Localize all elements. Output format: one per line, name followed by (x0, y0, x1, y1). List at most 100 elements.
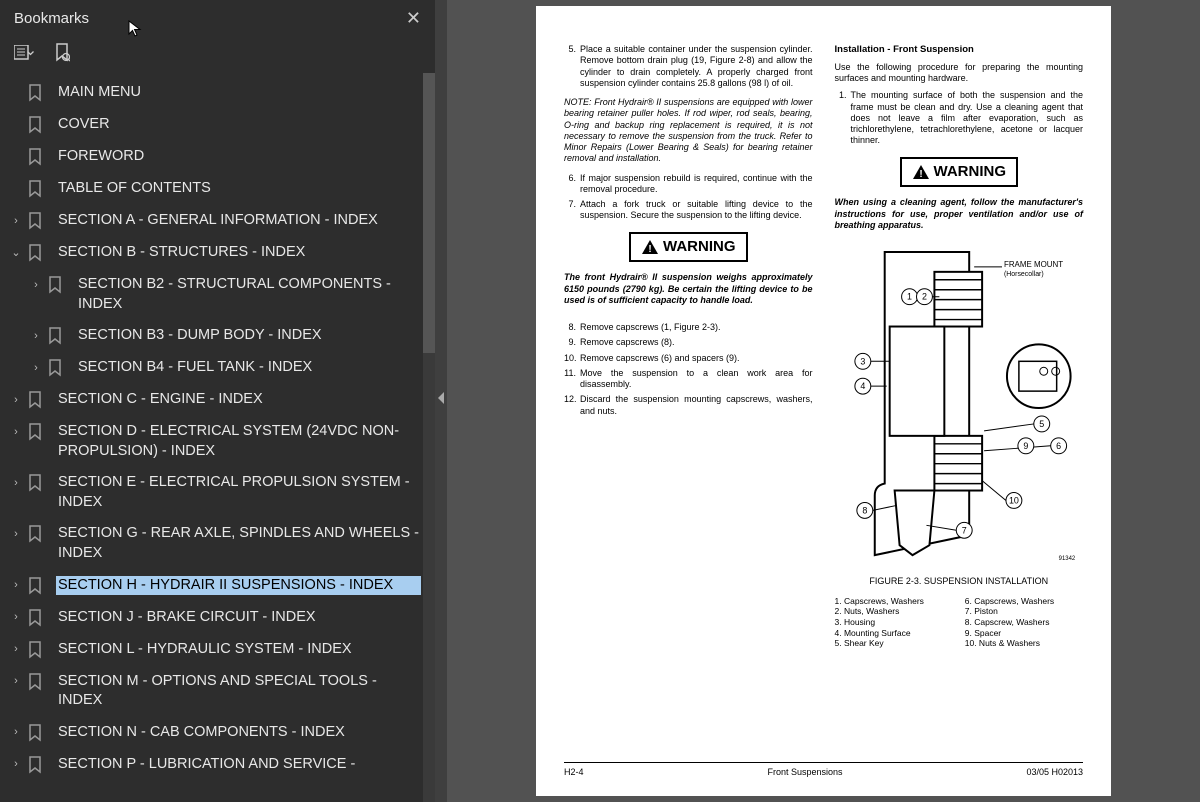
close-icon[interactable]: ✕ (406, 8, 421, 29)
bookmark-icon (28, 673, 46, 691)
bookmark-ribbon-icon[interactable] (52, 43, 72, 63)
bookmark-icon (28, 423, 46, 441)
bookmark-icon (28, 180, 46, 198)
bookmark-item[interactable]: › SECTION N - CAB COMPONENTS - INDEX (0, 717, 435, 749)
bookmark-item[interactable]: ⌄SECTION B - STRUCTURES - INDEX (0, 237, 435, 269)
scrollbar-thumb[interactable] (423, 73, 435, 353)
footer-center: Front Suspensions (767, 767, 842, 778)
bookmark-item[interactable]: COVER (0, 109, 435, 141)
step-8: Remove capscrews (1, Figure 2-3). (580, 322, 721, 333)
bookmark-label: SECTION B2 - STRUCTURAL COMPONENTS - IND… (76, 275, 421, 314)
svg-text:91342: 91342 (1058, 556, 1075, 562)
bookmark-label: FOREWORD (56, 147, 421, 167)
svg-text:6: 6 (1056, 441, 1061, 451)
footer-left: H2-4 (564, 767, 584, 778)
chevron-right-icon[interactable]: › (8, 723, 24, 743)
bookmark-icon (48, 327, 66, 345)
bookmark-label: SECTION M - OPTIONS AND SPECIAL TOOLS - … (56, 672, 421, 711)
svg-text:10: 10 (1008, 496, 1018, 506)
frame-mount-label: FRAME MOUNT (1003, 260, 1062, 269)
bookmark-icon (28, 212, 46, 230)
svg-text:4: 4 (860, 381, 865, 391)
bookmark-icon (48, 359, 66, 377)
bookmark-icon (28, 116, 46, 134)
chevron-right-icon[interactable]: › (8, 576, 24, 596)
svg-text:9: 9 (1023, 441, 1028, 451)
bookmark-item[interactable]: ›SECTION L - HYDRAULIC SYSTEM - INDEX (0, 634, 435, 666)
scrollbar-track[interactable] (423, 73, 435, 802)
bookmark-item[interactable]: ›SECTION G - REAR AXLE, SPINDLES AND WHE… (0, 518, 435, 569)
bookmark-item[interactable]: › SECTION J - BRAKE CIRCUIT - INDEX (0, 602, 435, 634)
sidebar-toolbar (0, 37, 435, 73)
svg-text:3: 3 (860, 356, 865, 366)
sidebar-collapse-handle[interactable] (435, 0, 447, 802)
bookmark-label: SECTION J - BRAKE CIRCUIT - INDEX (56, 608, 421, 628)
figure-2-3: 1 2 3 4 5 6 7 8 9 10 FRAME MOUNT (Horse (835, 247, 1084, 565)
bookmark-label: SECTION A - GENERAL INFORMATION - INDEX (56, 211, 421, 231)
svg-text:(Horsecollar): (Horsecollar) (1003, 271, 1043, 278)
chevron-right-icon[interactable]: › (28, 275, 44, 295)
bookmark-icon (28, 724, 46, 742)
bookmark-label: SECTION H - HYDRAIR II SUSPENSIONS - IND… (56, 576, 421, 596)
document-page: 5.Place a suitable container under the s… (536, 6, 1111, 796)
chevron-right-icon[interactable]: › (8, 608, 24, 628)
bookmark-item[interactable]: › SECTION B3 - DUMP BODY - INDEX (0, 320, 435, 352)
bookmark-item[interactable]: MAIN MENU (0, 77, 435, 109)
bookmarks-sidebar: Bookmarks ✕ MAIN MENU COVER FOREWORD TABLE … (0, 0, 435, 802)
chevron-right-icon[interactable]: › (8, 524, 24, 544)
chevron-right-icon (8, 115, 24, 135)
bookmark-item[interactable]: TABLE OF CONTENTS (0, 173, 435, 205)
sidebar-header: Bookmarks ✕ (0, 0, 435, 37)
bookmark-icon (28, 474, 46, 492)
bookmark-item[interactable]: › SECTION B4 - FUEL TANK - INDEX (0, 352, 435, 384)
chevron-right-icon[interactable]: › (8, 640, 24, 660)
chevron-right-icon (8, 147, 24, 167)
bookmark-icon (28, 244, 46, 262)
intro-text: Use the following procedure for preparin… (835, 62, 1084, 85)
chevron-right-icon[interactable]: › (28, 358, 44, 378)
step-11: Move the suspension to a clean work area… (580, 368, 813, 391)
bookmark-item[interactable]: › SECTION H - HYDRAIR II SUSPENSIONS - IN… (0, 570, 435, 602)
bookmark-icon (28, 577, 46, 595)
chevron-right-icon (8, 179, 24, 199)
bookmark-icon (28, 641, 46, 659)
bookmark-icon (28, 756, 46, 774)
bookmark-label: SECTION N - CAB COMPONENTS - INDEX (56, 723, 421, 743)
chevron-right-icon[interactable]: › (8, 390, 24, 410)
page-footer: H2-4 Front Suspensions 03/05 H02013 (564, 762, 1083, 778)
bookmark-icon (28, 609, 46, 627)
bookmark-list[interactable]: MAIN MENUCOVERFOREWORDTABLE OF CONTENTS›… (0, 73, 435, 802)
bookmark-item[interactable]: › SECTION M - OPTIONS AND SPECIAL TOOLS -… (0, 666, 435, 717)
options-icon[interactable] (14, 43, 34, 63)
chevron-down-icon[interactable]: ⌄ (8, 243, 24, 263)
document-viewport[interactable]: 5.Place a suitable container under the s… (447, 0, 1200, 802)
figure-legend: 1. Capscrews, Washers2. Nuts, Washers3. … (835, 596, 1084, 649)
chevron-right-icon[interactable]: › (28, 326, 44, 346)
chevron-right-icon[interactable]: › (8, 473, 24, 493)
bookmark-item[interactable]: ›SECTION D - ELECTRICAL SYSTEM (24VDC NO… (0, 416, 435, 467)
chevron-right-icon[interactable]: › (8, 211, 24, 231)
bookmark-label: SECTION E - ELECTRICAL PROPULSION SYSTEM… (56, 473, 421, 512)
bookmark-item[interactable]: › SECTION A - GENERAL INFORMATION - INDEX (0, 205, 435, 237)
chevron-right-icon[interactable]: › (8, 672, 24, 692)
chevron-right-icon[interactable]: › (8, 422, 24, 442)
bookmark-label: SECTION P - LUBRICATION AND SERVICE - (56, 755, 421, 775)
bookmark-item[interactable]: ›SECTION C - ENGINE - INDEX (0, 384, 435, 416)
svg-text:2: 2 (921, 292, 926, 302)
bookmark-item[interactable]: › SECTION B2 - STRUCTURAL COMPONENTS - IN… (0, 269, 435, 320)
install-step-1: The mounting surface of both the suspens… (851, 90, 1084, 146)
left-column: 5.Place a suitable container under the s… (564, 44, 813, 750)
bookmark-item[interactable]: FOREWORD (0, 141, 435, 173)
bookmark-item[interactable]: › SECTION E - ELECTRICAL PROPULSION SYSTE… (0, 467, 435, 518)
chevron-right-icon[interactable]: › (8, 755, 24, 775)
bookmark-label: SECTION B3 - DUMP BODY - INDEX (76, 326, 421, 346)
step-6: If major suspension rebuild is required,… (580, 173, 813, 196)
bookmark-label: COVER (56, 115, 421, 135)
step-5: Place a suitable container under the sus… (580, 44, 813, 89)
step-9: Remove capscrews (8). (580, 337, 675, 348)
chevron-right-icon (8, 83, 24, 103)
svg-text:!: ! (648, 244, 651, 255)
bookmark-item[interactable]: › SECTION P - LUBRICATION AND SERVICE - (0, 749, 435, 781)
bookmark-label: SECTION B4 - FUEL TANK - INDEX (76, 358, 421, 378)
step-12: Discard the suspension mounting capscrew… (580, 394, 813, 417)
